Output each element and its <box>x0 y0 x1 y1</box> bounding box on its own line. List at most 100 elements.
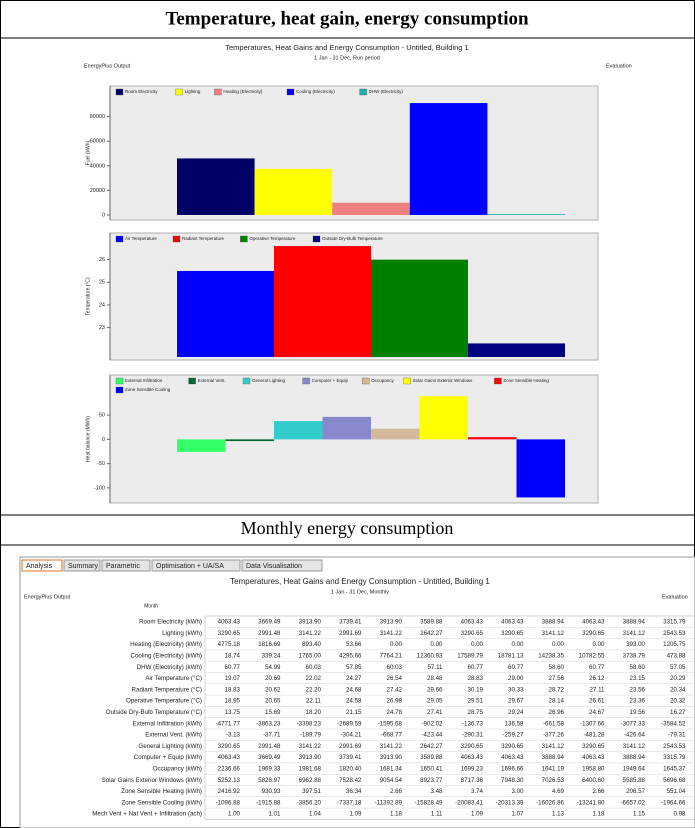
tab-label: Summary <box>68 563 98 570</box>
cell: 6962.88 <box>299 777 322 784</box>
cell: 29.24 <box>508 709 524 716</box>
cell: 1.13 <box>552 811 565 818</box>
cell: 1.04 <box>309 811 322 818</box>
cell: -3077.33 <box>621 720 646 727</box>
cell: 13.75 <box>225 709 241 716</box>
bar <box>177 439 226 452</box>
cell: 58.60 <box>630 664 646 671</box>
cell: 5585.88 <box>623 777 646 784</box>
cell: -1595.68 <box>378 720 403 727</box>
cell: -1307.66 <box>580 720 605 727</box>
cell: 2416.92 <box>218 788 241 795</box>
cell: 23.36 <box>630 698 646 705</box>
cell: -423.44 <box>422 732 444 739</box>
report-evaluation: Evaluation <box>606 63 632 69</box>
tab-label: Analysis <box>26 563 53 570</box>
cell: 21.15 <box>346 709 362 716</box>
row-label: Room Electricity (kWh) <box>139 619 202 626</box>
cell: 1.07 <box>511 811 524 818</box>
cell: 60.03 <box>387 664 403 671</box>
cell: 930.93 <box>262 788 281 795</box>
cell: 3589.88 <box>420 619 443 626</box>
cell: 2642.27 <box>420 743 443 750</box>
cell: 20.34 <box>670 686 686 693</box>
tab[interactable] <box>21 559 63 572</box>
legend-label: External Vent. <box>198 378 226 383</box>
cell: 3739.41 <box>339 754 362 761</box>
cell: -304.21 <box>341 732 363 739</box>
cell: 36.34 <box>346 788 362 795</box>
legend-label: Occupancy <box>371 378 394 383</box>
cell: -3856.20 <box>297 799 322 806</box>
cell: -481.28 <box>584 732 606 739</box>
cell: 2991.48 <box>258 743 281 750</box>
cell: 22.02 <box>306 675 322 682</box>
cell: 2543.53 <box>663 743 686 750</box>
cell: 7948.30 <box>501 777 524 784</box>
row-label: External Infiltration (kWh) <box>133 720 202 727</box>
cell: 3888.94 <box>542 754 565 761</box>
tab-bar: Analysis Summary Parametric Optimisation + … <box>21 559 323 572</box>
tab[interactable] <box>241 559 323 572</box>
cell: -290.31 <box>462 732 484 739</box>
cell: 551.04 <box>667 788 686 795</box>
bar <box>332 202 410 215</box>
cell: -16026.86 <box>536 799 564 806</box>
cell: 60.77 <box>468 664 484 671</box>
cell: 5828.97 <box>258 777 281 784</box>
cell: 18.20 <box>306 709 322 716</box>
cell: 3290.65 <box>582 630 605 637</box>
report-source: EnergyPlus Output <box>84 63 131 69</box>
cell: 19.07 <box>225 675 241 682</box>
legend-label: Zone Sensible Cooling <box>125 387 171 392</box>
cell: 26.96 <box>549 709 565 716</box>
cell: -7337.18 <box>337 799 362 806</box>
cell: 10782.55 <box>579 653 605 660</box>
cell: -3.13 <box>226 732 241 739</box>
legend-label: External Infiltration <box>125 378 163 383</box>
cell: -20313.39 <box>496 799 524 806</box>
bar <box>371 428 420 440</box>
cell: 3669.49 <box>258 619 281 626</box>
cell: 20.65 <box>265 698 281 705</box>
legend-label: General Lighting <box>252 378 286 383</box>
cell: -3398.23 <box>297 720 322 727</box>
cell: 29.66 <box>427 686 443 693</box>
cell: 3.74 <box>471 788 484 795</box>
cell: 893.40 <box>302 641 321 648</box>
table-period: 1 Jan - 31 Dec, Monthly <box>331 589 389 595</box>
cell: 3290.65 <box>461 630 484 637</box>
tab[interactable] <box>151 559 241 572</box>
bar <box>419 396 468 440</box>
cell: 3290.65 <box>461 743 484 750</box>
cell: 1949.64 <box>623 766 646 773</box>
cell: 3.00 <box>511 788 524 795</box>
tab[interactable] <box>101 559 151 572</box>
bar <box>468 437 517 440</box>
cell: 1696.66 <box>501 766 524 773</box>
cell: 2991.69 <box>339 630 362 637</box>
cell: 30.19 <box>468 686 484 693</box>
table-title: Temperatures, Heat Gains and Energy Cons… <box>230 577 490 586</box>
row-label: General Lighting (kWh) <box>138 743 202 750</box>
table-source: EnergyPlus Output <box>24 594 71 600</box>
bar <box>274 421 323 440</box>
cell: 8923.77 <box>420 777 443 784</box>
cell: 22.11 <box>306 698 322 705</box>
tab[interactable] <box>63 559 101 572</box>
row-label: Occupancy (kWh) <box>153 766 202 773</box>
cell: 2.66 <box>390 788 403 795</box>
cell: 3290.65 <box>501 743 524 750</box>
cell: 5696.68 <box>663 777 686 784</box>
cell: 3141.22 <box>299 743 322 750</box>
cell: 23.56 <box>630 686 646 693</box>
cell: 2991.48 <box>258 630 281 637</box>
cell: 24.27 <box>346 675 362 682</box>
cell: 4063.43 <box>461 619 484 626</box>
cell: -902.02 <box>422 720 444 727</box>
cell: 4775.18 <box>218 641 241 648</box>
section-heading: Monthly energy consumption <box>241 518 454 538</box>
cell: 4063.43 <box>461 754 484 761</box>
cell: 1641.19 <box>542 766 565 773</box>
